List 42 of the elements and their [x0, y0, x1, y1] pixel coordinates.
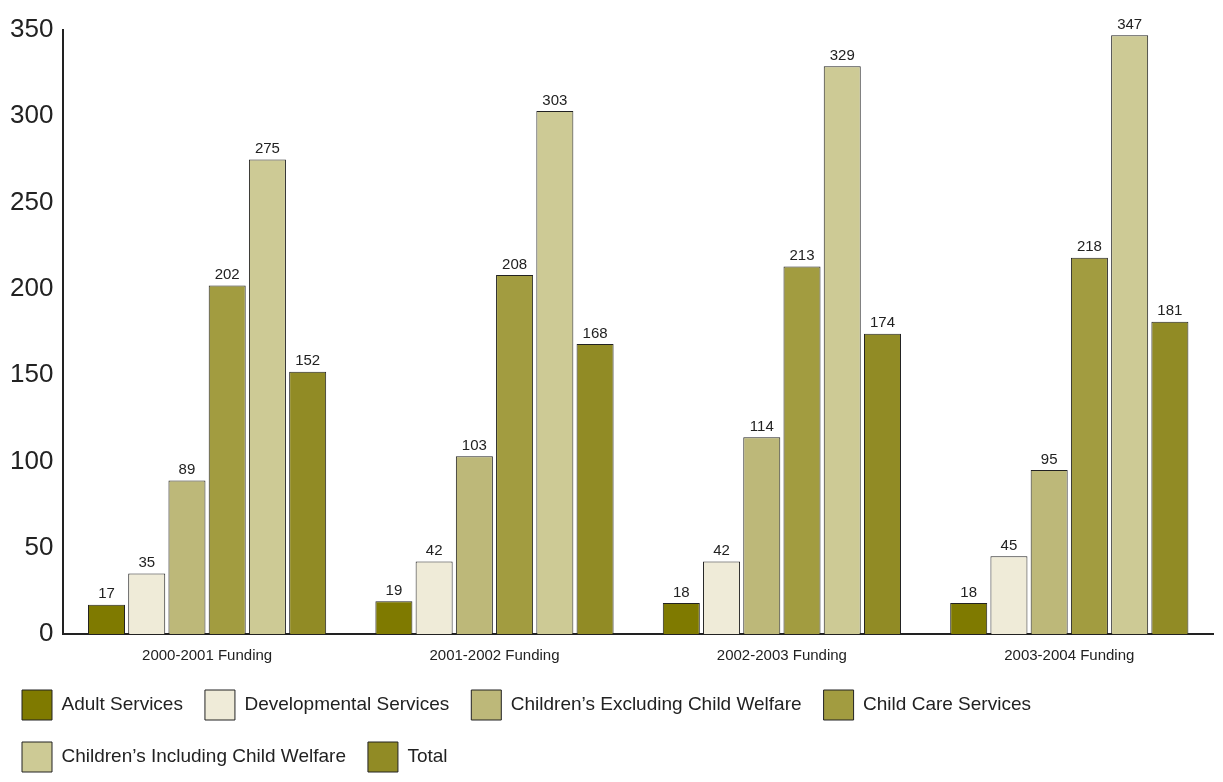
y-tick-label: 0	[38, 617, 54, 648]
data-label: 95	[1040, 449, 1058, 467]
data-label: 152	[295, 351, 321, 369]
legend-label: Total	[407, 745, 448, 767]
data-label: 17	[98, 584, 115, 602]
x-tick-label: 2002-2003 Funding	[716, 646, 847, 664]
data-label: 168	[582, 323, 608, 341]
legend-label: Child Care Services	[863, 693, 1031, 715]
y-tick-label: 300	[9, 99, 54, 130]
y-tick-label: 100	[9, 444, 54, 475]
data-label: 19	[385, 580, 403, 598]
data-label: 329	[829, 45, 855, 63]
data-label: 347	[1117, 14, 1143, 32]
x-tick-label: 2000-2001 Funding	[142, 646, 273, 664]
data-label: 35	[138, 553, 156, 571]
legend-label: Children’s Excluding Child Welfare	[510, 693, 802, 715]
data-label: 42	[713, 541, 730, 559]
y-tick-label: 350	[9, 13, 54, 44]
data-label: 303	[542, 90, 568, 108]
data-label: 181	[1157, 301, 1183, 319]
data-label: 275	[254, 139, 280, 157]
x-tick-label: 2001-2002 Funding	[429, 646, 560, 664]
data-label: 213	[789, 246, 815, 264]
y-tick-label: 50	[24, 530, 54, 561]
y-tick-label: 250	[9, 185, 54, 216]
data-label: 89	[178, 460, 196, 478]
data-label: 45	[1000, 535, 1018, 553]
legend-label: Children’s Including Child Welfare	[61, 745, 346, 767]
legend-label: Adult Services	[61, 693, 183, 715]
data-label: 42	[425, 541, 443, 559]
data-label: 18	[960, 582, 978, 600]
legend-label: Developmental Services	[244, 693, 450, 715]
x-tick-label: 2003-2004 Funding	[1004, 646, 1135, 664]
data-label: 208	[502, 254, 528, 272]
data-label: 202	[214, 265, 240, 283]
y-tick-label: 200	[9, 272, 54, 303]
data-label: 174	[869, 313, 895, 331]
data-label: 218	[1076, 237, 1102, 255]
data-label: 114	[749, 416, 774, 434]
y-tick-label: 150	[9, 358, 54, 389]
data-label: 18	[672, 582, 690, 600]
data-label: 103	[461, 435, 487, 453]
